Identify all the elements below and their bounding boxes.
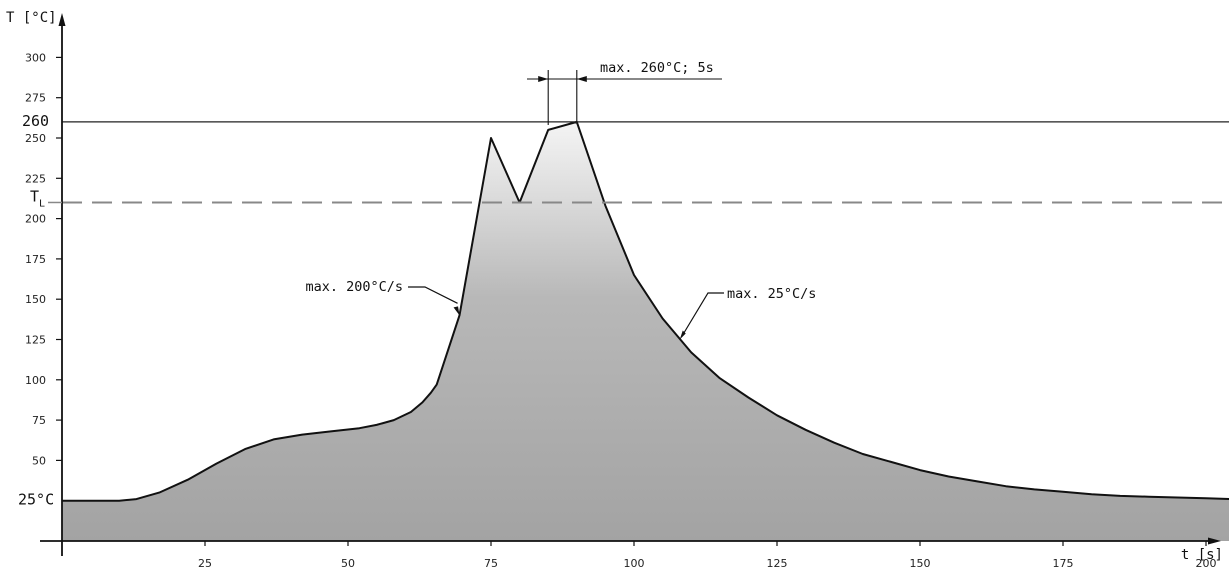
y-tick-label-250: 250 [25, 132, 46, 145]
x-tick-label-125: 125 [767, 557, 788, 570]
annot-200-arrow [453, 306, 460, 316]
profile-line [62, 120, 1229, 502]
tl-label: TL [30, 187, 45, 209]
annot-25-leader [681, 292, 724, 337]
peak-temp-label: 260 [22, 112, 49, 130]
annot-200-text: max. 200°C/s [305, 279, 403, 295]
baseline-temp-label: 25°C [18, 491, 54, 509]
dim-arrow-left [538, 76, 549, 82]
x-tick-label-75: 75 [484, 557, 498, 570]
annot-25-arrow [679, 330, 686, 340]
x-axis-arrow [1208, 537, 1221, 545]
profile-area [62, 121, 1229, 541]
y-axis-title: T [°C] [6, 10, 57, 26]
x-tick-label-25: 25 [198, 557, 212, 570]
plot-area [62, 120, 1229, 541]
y-tick-label-50: 50 [32, 454, 46, 467]
labels: 50 75 100 125 150 175 200 225 250 275 300 25 50 75 100… [6, 10, 1223, 570]
y-tick-label-225: 225 [25, 172, 46, 185]
y-tick-label-150: 150 [25, 293, 46, 306]
x-tick-label-100: 100 [624, 557, 645, 570]
annot-200-leader [408, 286, 458, 304]
y-tick-label-100: 100 [25, 374, 46, 387]
y-tick-label-75: 75 [32, 414, 46, 427]
x-tick-label-50: 50 [341, 557, 355, 570]
y-tick-label-300: 300 [25, 51, 46, 64]
axes [40, 13, 1221, 556]
dim-arrow-right [576, 76, 587, 82]
annot-25-text: max. 25°C/s [727, 286, 816, 302]
y-axis-arrow [58, 13, 66, 26]
y-tick-label-200: 200 [25, 213, 46, 226]
x-tick-label-150: 150 [910, 557, 931, 570]
y-tick-label-275: 275 [25, 92, 46, 105]
y-tick-label-175: 175 [25, 253, 46, 266]
y-tick-label-125: 125 [25, 334, 46, 347]
annot-260-text: max. 260°C; 5s [600, 60, 714, 76]
x-tick-label-175: 175 [1053, 557, 1074, 570]
x-tick-label-200: 200 [1196, 557, 1217, 570]
x-axis-title: t [s] [1181, 547, 1223, 563]
